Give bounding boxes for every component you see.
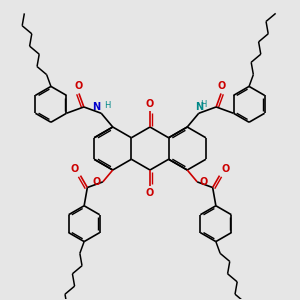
Text: O: O (74, 81, 83, 91)
Text: O: O (218, 81, 226, 91)
Text: O: O (146, 188, 154, 198)
Text: H: H (200, 100, 207, 109)
Text: O: O (93, 178, 101, 188)
Text: N: N (195, 102, 203, 112)
Text: O: O (146, 99, 154, 109)
Text: O: O (221, 164, 230, 174)
Text: O: O (199, 178, 207, 188)
Text: N: N (92, 102, 100, 112)
Text: H: H (103, 101, 110, 110)
Text: O: O (70, 164, 79, 174)
